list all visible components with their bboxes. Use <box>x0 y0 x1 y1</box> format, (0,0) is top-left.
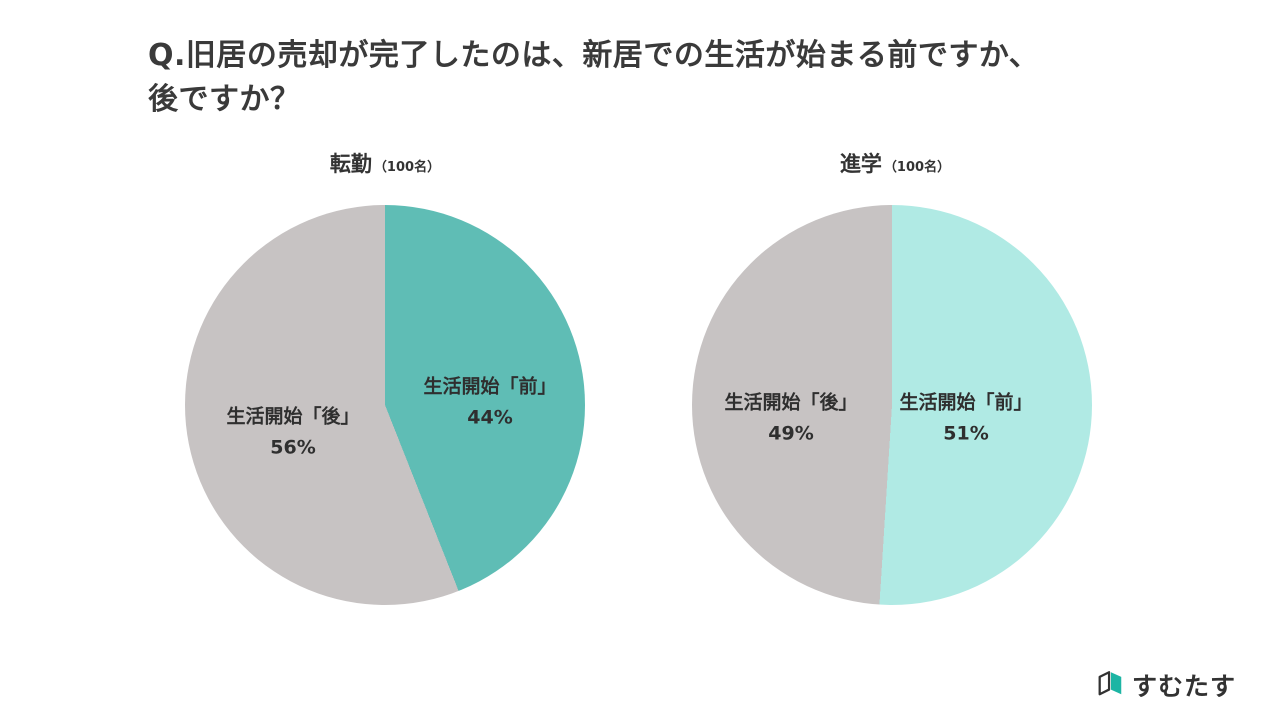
chart-title-shingaku-main: 進学 <box>839 152 882 176</box>
slice-label-tenkin-ato-value: 56% <box>270 437 316 459</box>
chart-title-tenkin-main: 転勤 <box>329 152 372 176</box>
brand-logo: すむたす <box>1095 667 1236 703</box>
slice-label-shingaku-mae-text: 生活開始「前」 <box>899 391 1033 414</box>
slice-label-shingaku-ato-text: 生活開始「後」 <box>724 391 858 414</box>
slice-label-tenkin-ato-text: 生活開始「後」 <box>226 405 360 428</box>
chart-title-tenkin-sample: （100名） <box>373 160 441 175</box>
question-title-line1: Q.旧居の売却が完了したのは、新居での生活が始まる前ですか、 <box>148 38 1040 73</box>
slice-label-shingaku-mae-value: 51% <box>943 423 989 445</box>
slice-label-shingaku-ato: 生活開始「後」 49% <box>724 388 857 451</box>
brand-name: すむたす <box>1131 672 1236 701</box>
pie-chart-shingaku <box>692 205 1092 605</box>
slice-label-shingaku-ato-value: 49% <box>768 423 814 445</box>
sumutasu-logo-icon <box>1095 668 1125 702</box>
chart-title-shingaku-sample: （100名） <box>883 160 951 175</box>
slice-label-shingaku-mae: 生活開始「前」 51% <box>899 388 1032 451</box>
slice-label-tenkin-mae-value: 44% <box>467 407 513 429</box>
question-title-line2: 後ですか？ <box>148 81 301 117</box>
question-title: Q.旧居の売却が完了したのは、新居での生活が始まる前ですか、 後ですか？ <box>148 34 1039 121</box>
slice-label-tenkin-mae-text: 生活開始「前」 <box>423 375 557 398</box>
chart-title-tenkin: 転勤 （100名） <box>330 148 440 178</box>
chart-title-shingaku: 進学 （100名） <box>840 148 950 178</box>
slice-label-tenkin-mae: 生活開始「前」 44% <box>423 372 556 435</box>
pie-chart-tenkin <box>185 205 585 605</box>
slice-label-tenkin-ato: 生活開始「後」 56% <box>226 402 359 465</box>
